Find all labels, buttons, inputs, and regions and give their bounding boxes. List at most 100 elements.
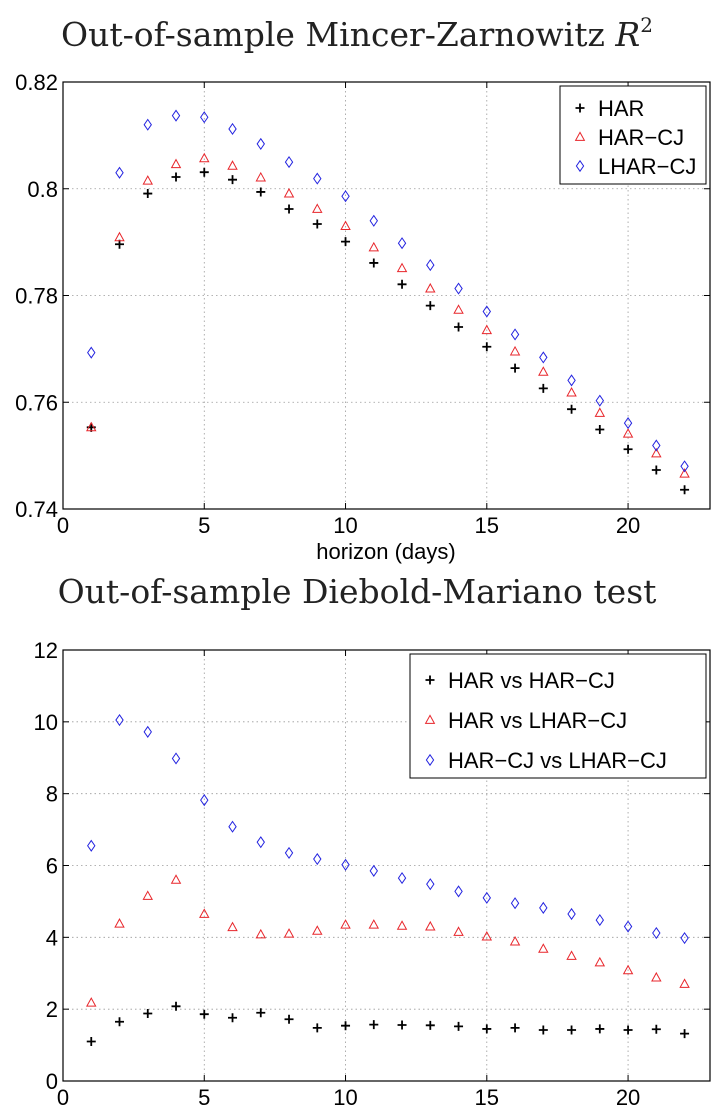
data-point (369, 1020, 379, 1030)
data-point (680, 460, 689, 473)
legend-marker (575, 159, 585, 173)
data-point (482, 305, 492, 318)
data-point (227, 160, 238, 170)
data-point (482, 891, 492, 904)
data-point (680, 1029, 690, 1039)
legend-marker (424, 714, 436, 724)
data-point (481, 324, 493, 335)
data-point (143, 189, 153, 199)
data-point (312, 925, 323, 935)
data-point (567, 404, 577, 414)
data-point (227, 921, 238, 932)
data-point (200, 794, 209, 807)
legend-label: HAR−CJ vs LHAR−CJ (448, 748, 667, 773)
data-point (171, 172, 181, 182)
x-tick-label: 0 (57, 513, 69, 538)
legend-box (409, 653, 707, 779)
data-point (312, 203, 323, 213)
legend-2: HAR vs HAR−CJ HAR vs LHAR−CJ HAR−CJ vs LHA… (409, 653, 707, 779)
data-point (595, 394, 605, 407)
data-point (482, 342, 492, 352)
data-point (114, 918, 125, 928)
data-point (87, 346, 96, 359)
data-point (538, 1025, 548, 1035)
y-tick-label: 4 (46, 925, 58, 950)
data-point (256, 137, 265, 150)
data-point (622, 964, 634, 975)
data-point (200, 111, 209, 124)
data-point (256, 187, 266, 197)
data-point (622, 428, 634, 438)
data-point (454, 282, 463, 295)
y-tick-label: 2 (46, 997, 58, 1022)
legend-marker (425, 675, 435, 685)
data-point (510, 897, 520, 910)
data-point (566, 950, 577, 960)
data-point (396, 920, 408, 930)
data-point (142, 890, 154, 900)
chart-title-1: Out-of-sample Mincer-Zarnowitz R2 (61, 13, 653, 54)
data-point (143, 118, 152, 131)
data-point (313, 172, 322, 185)
data-point (284, 204, 294, 214)
tick-labels-1: 0 5 10 15 20 0.74 0.76 0.78 0.8 0.82 (15, 70, 710, 538)
data-point (115, 713, 124, 727)
data-point (256, 1008, 266, 1018)
data-point (284, 155, 294, 169)
data-point (171, 1001, 181, 1011)
data-point (680, 931, 689, 945)
x-tick-label: 20 (616, 1085, 640, 1109)
data-point (340, 919, 351, 929)
data-point (538, 366, 549, 376)
x-tick-label: 0 (57, 1085, 69, 1109)
series-plus (86, 167, 690, 495)
data-point (539, 351, 548, 364)
y-tick-label: 0.82 (15, 70, 58, 95)
data-point (567, 907, 576, 921)
data-point (114, 231, 125, 242)
y-tick-label: 0.78 (15, 284, 58, 309)
legend-label: HAR (598, 96, 644, 121)
series-plus (86, 1001, 690, 1046)
chart-title-2: Out-of-sample Diebold-Mariano test (58, 572, 657, 611)
data-point (255, 928, 267, 939)
data-point (143, 1008, 153, 1018)
data-point (228, 175, 238, 185)
legend-1: HAR HAR−CJ LHAR−CJ (559, 85, 707, 185)
x-tick-label: 5 (198, 513, 210, 538)
data-point (86, 1036, 96, 1046)
data-point (368, 241, 380, 252)
data-point (199, 1009, 209, 1019)
data-point (509, 345, 521, 356)
mincer-zarnowitz-panel: Out-of-sample Mincer-Zarnowitz R2 0 5 10 15… (15, 13, 711, 564)
data-point (454, 322, 464, 332)
data-point (567, 374, 576, 387)
data-point (142, 175, 154, 185)
data-point (397, 871, 407, 885)
data-point (651, 971, 662, 982)
data-point (312, 219, 322, 229)
data-point (115, 166, 124, 179)
data-point (623, 920, 633, 933)
data-point (86, 997, 97, 1007)
data-point (171, 109, 181, 122)
grid-lines-1 (63, 82, 710, 509)
series-diamond (87, 109, 689, 473)
data-point (652, 439, 661, 452)
data-point (143, 725, 152, 738)
legend-label: HAR vs LHAR−CJ (448, 708, 627, 733)
x-tick-label: 15 (475, 513, 499, 538)
data-point (115, 1017, 125, 1027)
data-point (283, 928, 295, 938)
data-point (425, 282, 436, 293)
data-point (115, 239, 125, 249)
data-point (651, 1024, 661, 1034)
data-point (680, 485, 690, 495)
legend-box (559, 85, 707, 185)
data-point (425, 920, 436, 931)
data-point (595, 424, 605, 434)
data-point (396, 262, 408, 273)
y-tick-label: 0.74 (15, 497, 58, 522)
data-point (454, 1021, 464, 1031)
legend-label: HAR−CJ (598, 125, 684, 150)
